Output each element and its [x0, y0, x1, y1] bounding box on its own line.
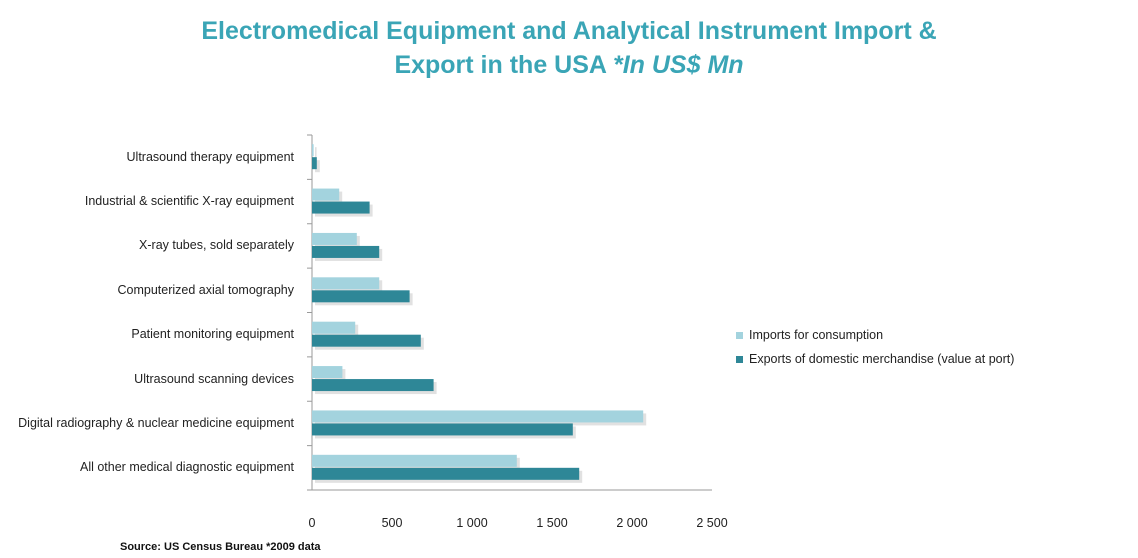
- chart-title-line2-main: Export in the USA: [394, 51, 613, 79]
- chart-title-unit: *In US$ Mn: [612, 51, 744, 79]
- bar-exports: [312, 157, 317, 170]
- category-label: Computerized axial tomography: [117, 282, 294, 297]
- bar-exports: [312, 334, 421, 347]
- legend-swatch-exports: [736, 355, 743, 363]
- bar-imports: [312, 188, 340, 201]
- category-label: Digital radiography & nuclear medicine e…: [18, 415, 294, 430]
- bar-exports: [312, 245, 380, 258]
- bar-exports: [312, 423, 573, 436]
- category-label: All other medical diagnostic equipment: [79, 460, 294, 475]
- category-label: X-ray tubes, sold separately: [139, 238, 294, 253]
- x-tick-label: 500: [381, 516, 403, 530]
- bar-exports: [312, 290, 410, 303]
- legend-item-imports: Imports for consumption: [736, 323, 1014, 347]
- chart-title-line1: Electromedical Equipment and Analytical …: [201, 17, 937, 45]
- bar-imports: [312, 232, 357, 245]
- bar-shadow: [315, 160, 320, 173]
- category-label: Industrial & scientific X-ray equipment: [84, 194, 294, 209]
- bar-imports: [312, 144, 314, 157]
- category-label: Patient monitoring equipment: [131, 327, 294, 342]
- bar-exports: [312, 201, 370, 214]
- bar-imports: [312, 366, 343, 379]
- bar-shadow: [315, 147, 317, 160]
- legend: Imports for consumption Exports of domes…: [736, 323, 1014, 371]
- legend-label-imports: Imports for consumption: [749, 328, 884, 342]
- chart-title: Electromedical Equipment and Analytical …: [0, 14, 1138, 82]
- category-label: Ultrasound scanning devices: [134, 371, 294, 386]
- legend-item-exports: Exports of domestic merchandise (value a…: [736, 347, 1014, 371]
- source-note: Source: US Census Bureau *2009 data: [120, 541, 321, 553]
- bar-imports: [312, 410, 644, 423]
- x-tick-label: 0: [308, 516, 316, 530]
- bar-exports: [312, 379, 434, 392]
- bar-exports: [312, 467, 580, 480]
- bar-imports: [312, 321, 356, 334]
- x-tick-label: 1 500: [536, 516, 568, 530]
- bar-imports: [312, 277, 380, 290]
- chart-title-line2: Export in the USA *In US$ Mn: [0, 48, 1138, 82]
- legend-swatch-imports: [736, 331, 743, 339]
- x-tick-label: 2 000: [616, 516, 648, 530]
- category-label: Ultrasound therapy equipment: [126, 149, 294, 164]
- bar-imports: [312, 454, 517, 467]
- x-tick-label: 1 000: [456, 516, 488, 530]
- x-tick-label: 2 500: [696, 516, 728, 530]
- legend-label-exports: Exports of domestic merchandise (value a…: [749, 352, 1015, 366]
